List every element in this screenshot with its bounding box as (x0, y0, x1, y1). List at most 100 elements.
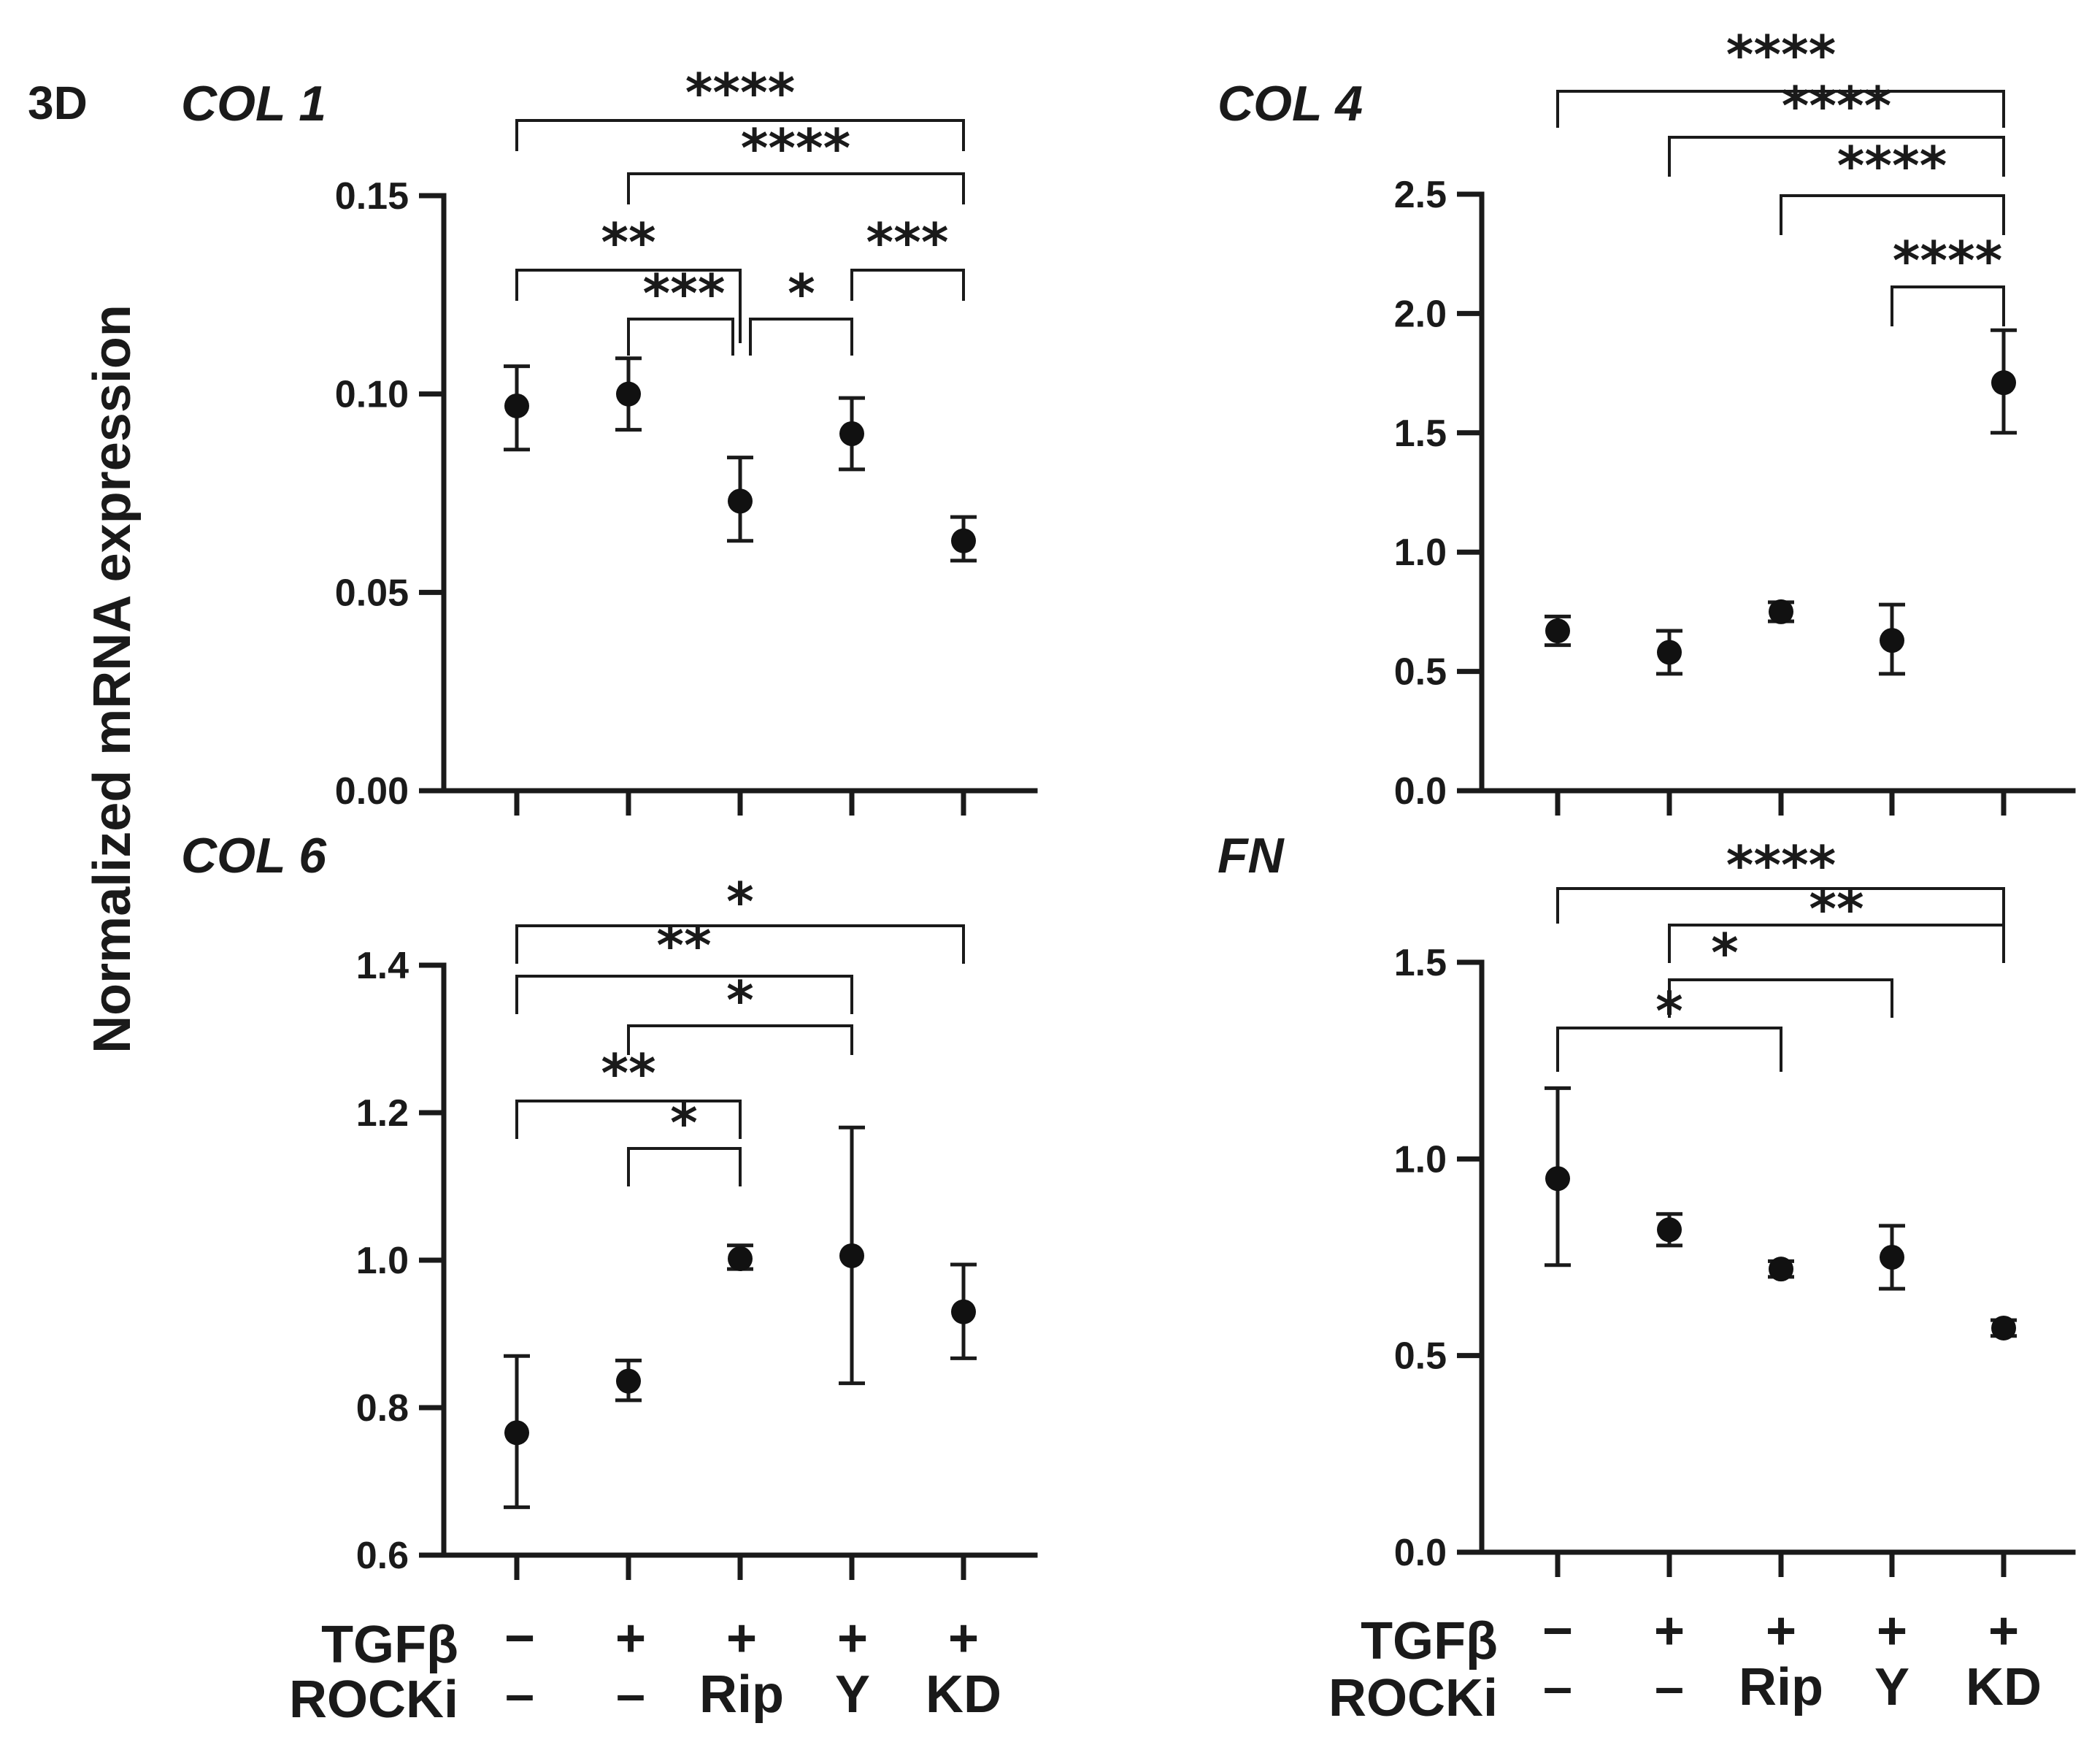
rocki-row-label: ROCKi (1328, 1669, 1498, 1727)
data-point (616, 381, 641, 407)
tgfb-cell: + (837, 1609, 868, 1668)
significance-bracket (515, 975, 853, 1014)
y-tick-label: 1.0 (356, 1240, 409, 1282)
chart-title: COL 6 (181, 828, 327, 883)
chart-title: FN (1218, 828, 1285, 883)
condition-table-right: TGFβ ROCKi − + + + + – – Rip Y KD (1328, 1602, 2042, 1727)
chart-title: COL 1 (181, 76, 326, 131)
rocki-cell: – (1543, 1658, 1572, 1716)
panel-label: 3D (28, 77, 88, 129)
y-tick-label: 0.10 (335, 374, 409, 416)
data-point (839, 1243, 864, 1268)
tgfb-cell: − (1542, 1602, 1573, 1660)
data-point (728, 1246, 753, 1271)
data-point (1657, 1217, 1682, 1243)
tgfb-row-label: TGFβ (1361, 1612, 1498, 1670)
y-tick-label: 0.8 (356, 1387, 409, 1430)
significance-label: **** (1726, 24, 1836, 85)
y-tick-label: 1.0 (1394, 1138, 1447, 1181)
y-tick-label: 1.5 (1394, 942, 1447, 984)
rocki-cell: Rip (1739, 1658, 1823, 1716)
tgfb-cell: + (1877, 1602, 1907, 1660)
data-point (728, 488, 753, 514)
significance-label: * (726, 970, 754, 1031)
chart-fn: FN 0.00.51.01.5******** (1218, 828, 2076, 1577)
significance-label: ** (656, 915, 711, 976)
y-tick-label: 1.2 (356, 1092, 409, 1135)
significance-bracket (1556, 887, 2005, 924)
significance-label: **** (1782, 75, 1892, 137)
tgfb-cell: + (948, 1609, 979, 1668)
y-tick-label: 1.5 (1394, 413, 1447, 455)
y-tick-label: 0.6 (356, 1535, 409, 1577)
tgfb-cell: + (1766, 1602, 1796, 1660)
y-axis-label: Normalized mRNA expression (83, 304, 142, 1054)
rocki-cell: – (616, 1665, 645, 1724)
significance-label: * (670, 1092, 698, 1154)
rocki-row-label: ROCKi (289, 1670, 458, 1729)
significance-bracket (515, 1100, 742, 1139)
data-point (839, 421, 864, 446)
y-tick-label: 2.0 (1394, 293, 1447, 335)
significance-label: * (788, 263, 815, 324)
significance-label: *** (866, 212, 949, 273)
y-tick-label: 0.0 (1394, 1532, 1447, 1574)
y-tick-label: 0.0 (1394, 770, 1447, 813)
significance-label: ** (1809, 878, 1864, 940)
y-tick-label: 2.5 (1394, 174, 1447, 216)
y-tick-label: 1.4 (356, 945, 409, 987)
data-point (1657, 640, 1682, 665)
significance-bracket (515, 119, 965, 151)
significance-bracket (1668, 924, 2005, 963)
significance-bracket (627, 1147, 742, 1186)
condition-table-left: TGFβ ROCKi − + + + + – – Rip Y KD (289, 1609, 1001, 1729)
data-point (1545, 1166, 1570, 1192)
data-point (951, 528, 976, 553)
rocki-cell: – (1655, 1658, 1684, 1716)
significance-label: **** (741, 118, 851, 179)
significance-label: * (1655, 981, 1683, 1042)
data-point (1991, 1315, 2016, 1340)
data-point (951, 1299, 976, 1324)
rocki-cell: Rip (699, 1665, 784, 1724)
tgfb-cell: + (726, 1609, 757, 1668)
y-tick-label: 0.15 (335, 175, 409, 218)
significance-bracket (1780, 194, 2005, 235)
y-tick-label: 0.00 (335, 770, 409, 813)
significance-bracket (850, 269, 965, 301)
significance-bracket (1668, 978, 1893, 1018)
significance-label: ** (601, 1043, 655, 1104)
significance-label: **** (1837, 135, 1947, 196)
tgfb-cell: + (615, 1609, 646, 1668)
significance-bracket (749, 318, 853, 356)
data-point (1880, 1245, 1904, 1270)
significance-label: ** (601, 212, 655, 273)
chart-title: COL 4 (1218, 76, 1363, 131)
rocki-cell: KD (1966, 1658, 2042, 1716)
data-point (1880, 628, 1904, 653)
significance-bracket (1891, 285, 2005, 326)
y-tick-label: 0.5 (1394, 651, 1447, 694)
data-point (504, 393, 529, 418)
tgfb-row-label: TGFβ (321, 1616, 458, 1674)
significance-bracket (515, 269, 742, 343)
chart-col4: COL 4 0.00.51.01.52.02.5**************** (1218, 24, 2076, 816)
tgfb-cell: + (1988, 1602, 2019, 1660)
significance-bracket (1556, 90, 2005, 128)
rocki-cell: Y (1874, 1658, 1909, 1716)
significance-label: *** (643, 263, 726, 324)
significance-bracket (515, 924, 965, 964)
significance-bracket (627, 172, 965, 204)
significance-label: **** (1726, 835, 1836, 896)
rocki-cell: KD (926, 1665, 1001, 1724)
significance-bracket (627, 1024, 853, 1055)
data-point (1769, 599, 1793, 624)
significance-bracket (1668, 136, 2005, 177)
significance-label: * (726, 871, 754, 932)
tgfb-cell: − (504, 1609, 535, 1668)
significance-label: **** (1893, 230, 2003, 291)
rocki-cell: – (505, 1665, 534, 1724)
significance-bracket (627, 318, 734, 356)
chart-col6: COL 6 0.60.81.01.21.4******* (181, 828, 1038, 1580)
